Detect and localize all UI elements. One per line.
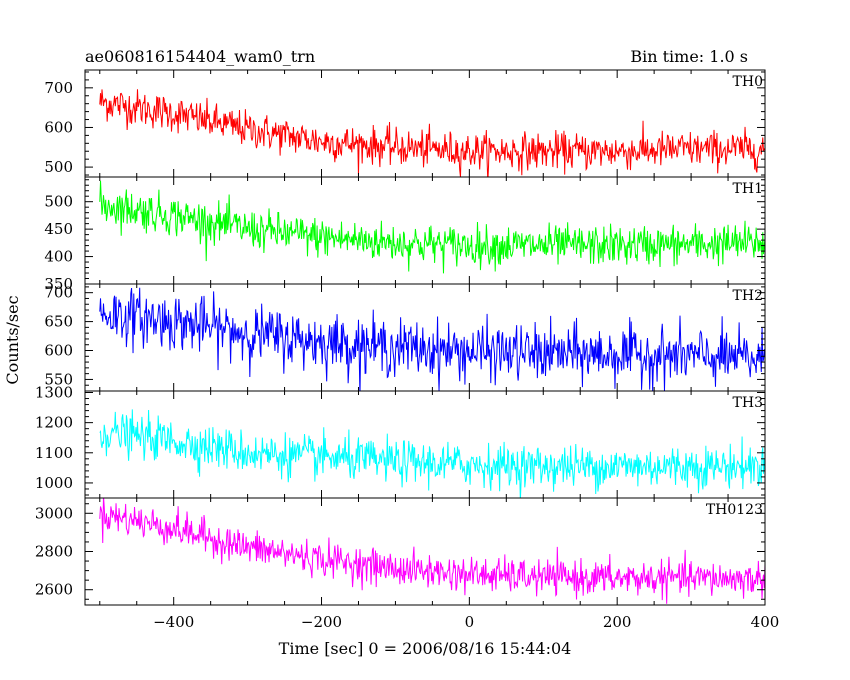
y-tick-label: 1200 bbox=[35, 414, 73, 432]
x-tick-label: −200 bbox=[301, 613, 342, 631]
x-tick-label: −400 bbox=[153, 613, 194, 631]
y-tick-label: 550 bbox=[44, 370, 73, 388]
series-line-th0123 bbox=[99, 498, 765, 604]
bin-time-label: Bin time: 1.0 s bbox=[630, 47, 748, 66]
series-line-th1 bbox=[99, 180, 765, 274]
chart-title: ae060816154404_wam0_trn bbox=[85, 47, 315, 66]
x-tick-label: 0 bbox=[465, 613, 475, 631]
y-tick-label: 500 bbox=[44, 158, 73, 176]
y-tick-label: 2800 bbox=[35, 543, 73, 561]
series-line-th0 bbox=[99, 89, 765, 177]
y-tick-label: 350 bbox=[44, 275, 73, 293]
y-tick-label: 2600 bbox=[35, 581, 73, 599]
y-tick-label: 600 bbox=[44, 342, 73, 360]
panels-group: 500 600 700 TH0 350 400 450 500 TH1 550 600 650 700 T… bbox=[35, 69, 780, 631]
panel-label-th0123: TH0123 bbox=[706, 502, 763, 518]
x-axis-label: Time [sec] 0 = 2006/08/16 15:44:04 bbox=[279, 639, 572, 658]
panel-label-th2: TH2 bbox=[733, 288, 763, 304]
y-tick-label: 3000 bbox=[35, 504, 73, 522]
panel-label-th3: TH3 bbox=[733, 395, 763, 411]
y-tick-label: 500 bbox=[44, 193, 73, 211]
y-tick-label: 1300 bbox=[35, 384, 73, 402]
panel-frame-th1 bbox=[84, 176, 766, 285]
series-line-th2 bbox=[99, 287, 765, 391]
series-line-th3 bbox=[99, 409, 765, 498]
y-tick-label: 450 bbox=[44, 220, 73, 238]
panel-label-th1: TH1 bbox=[733, 181, 763, 197]
y-tick-label: 650 bbox=[44, 313, 73, 331]
y-axis-label: Counts/sec bbox=[3, 295, 22, 384]
y-tick-label: 700 bbox=[44, 284, 73, 302]
y-tick-label: 600 bbox=[44, 118, 73, 136]
y-tick-label: 1100 bbox=[35, 444, 73, 462]
panel-label-th0: TH0 bbox=[733, 74, 763, 90]
y-tick-label: 700 bbox=[44, 79, 73, 97]
x-tick-label: 400 bbox=[751, 613, 780, 631]
panel-frame-th3 bbox=[84, 390, 766, 499]
y-tick-label: 400 bbox=[44, 248, 73, 266]
y-tick-label: 1000 bbox=[35, 474, 73, 492]
x-tick-label: 200 bbox=[603, 613, 632, 631]
